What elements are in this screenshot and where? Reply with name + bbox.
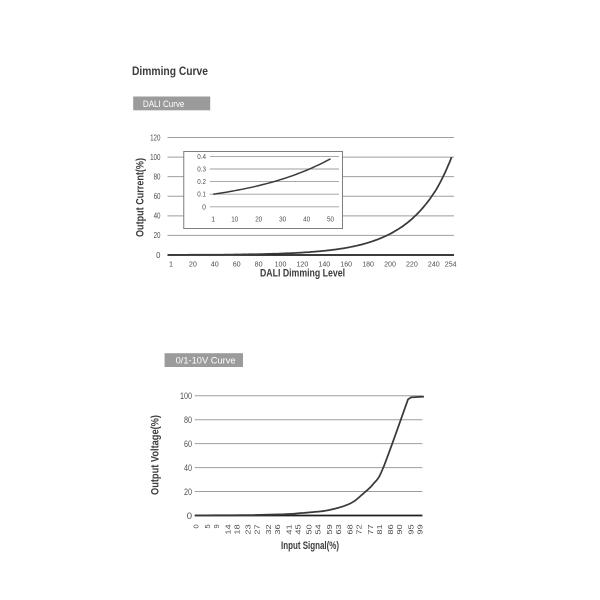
svg-text:20: 20	[154, 231, 161, 240]
svg-text:0.3: 0.3	[197, 167, 206, 174]
svg-text:0.1: 0.1	[197, 192, 206, 199]
svg-text:80: 80	[255, 259, 263, 268]
svg-text:86: 86	[386, 524, 395, 534]
svg-text:45: 45	[293, 524, 302, 534]
svg-text:100: 100	[180, 391, 192, 402]
svg-text:254: 254	[445, 259, 457, 268]
svg-text:72: 72	[355, 524, 364, 534]
svg-text:DALI Dimming Level: DALI Dimming Level	[260, 268, 345, 280]
svg-text:Output Current(%): Output Current(%)	[135, 158, 147, 237]
svg-text:160: 160	[340, 259, 352, 268]
svg-text:20: 20	[255, 217, 262, 224]
svg-text:30: 30	[279, 217, 286, 224]
svg-text:140: 140	[318, 259, 330, 268]
svg-text:68: 68	[345, 524, 354, 534]
svg-text:41: 41	[284, 524, 293, 534]
svg-text:120: 120	[150, 133, 161, 142]
svg-text:60: 60	[184, 439, 192, 450]
svg-text:Output Voltage(%): Output Voltage(%)	[150, 415, 162, 495]
svg-text:23: 23	[244, 524, 253, 534]
svg-text:27: 27	[253, 524, 262, 534]
svg-text:14: 14	[223, 524, 232, 534]
svg-text:0.4: 0.4	[197, 154, 206, 161]
svg-text:100: 100	[275, 259, 287, 268]
svg-text:60: 60	[154, 192, 161, 201]
svg-text:9: 9	[212, 524, 221, 528]
svg-text:77: 77	[366, 524, 375, 534]
svg-text:0: 0	[202, 204, 206, 211]
svg-text:40: 40	[184, 463, 192, 474]
svg-text:32: 32	[264, 524, 273, 534]
svg-text:81: 81	[375, 524, 384, 534]
svg-text:180: 180	[362, 259, 374, 268]
svg-text:50: 50	[305, 524, 314, 534]
svg-text:59: 59	[325, 524, 334, 534]
svg-text:10: 10	[231, 217, 238, 224]
svg-text:80: 80	[184, 415, 192, 426]
svg-text:50: 50	[327, 217, 334, 224]
svg-text:18: 18	[232, 524, 241, 534]
svg-text:DALI Curve: DALI Curve	[143, 99, 185, 109]
svg-text:80: 80	[154, 173, 161, 182]
svg-text:40: 40	[211, 259, 219, 268]
svg-text:40: 40	[154, 212, 161, 221]
svg-text:40: 40	[303, 217, 310, 224]
svg-text:220: 220	[406, 259, 418, 268]
svg-text:36: 36	[273, 524, 282, 534]
svg-text:60: 60	[233, 259, 241, 268]
svg-text:20: 20	[189, 259, 197, 268]
svg-text:100: 100	[150, 153, 161, 162]
svg-text:54: 54	[314, 524, 323, 534]
svg-text:0: 0	[192, 524, 201, 528]
svg-text:0.2: 0.2	[197, 179, 206, 186]
svg-text:5: 5	[203, 524, 212, 528]
svg-text:95: 95	[407, 524, 416, 534]
svg-text:0/1-10V Curve: 0/1-10V Curve	[176, 356, 236, 366]
svg-text:Dimming Curve: Dimming Curve	[132, 64, 208, 78]
svg-text:200: 200	[384, 259, 396, 268]
svg-text:Input Signal(%): Input Signal(%)	[281, 540, 339, 552]
svg-text:0: 0	[156, 251, 161, 260]
svg-text:120: 120	[297, 259, 309, 268]
svg-text:63: 63	[334, 524, 343, 534]
svg-text:1: 1	[169, 259, 173, 268]
svg-text:20: 20	[184, 487, 192, 498]
svg-text:99: 99	[416, 524, 425, 534]
svg-text:240: 240	[428, 259, 440, 268]
svg-text:0: 0	[187, 511, 192, 522]
svg-text:90: 90	[395, 524, 404, 534]
svg-text:1: 1	[211, 217, 215, 224]
